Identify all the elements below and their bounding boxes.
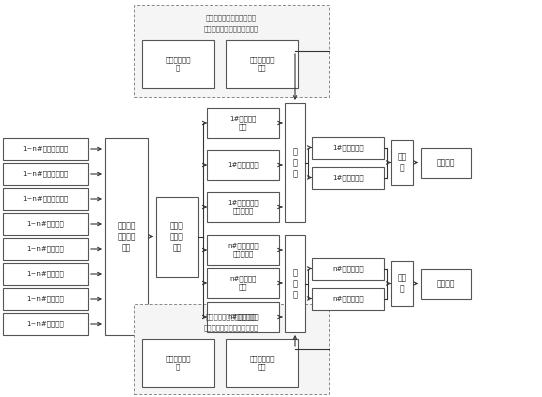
- Text: 锅炉能效
统计修正
模块: 锅炉能效 统计修正 模块: [117, 221, 136, 252]
- Text: 调节
器: 调节 器: [397, 274, 406, 293]
- Text: 1~n#主汽压力: 1~n#主汽压力: [27, 296, 64, 302]
- Text: 床温度控制模
块: 床温度控制模 块: [165, 57, 191, 71]
- Bar: [285, 103, 305, 222]
- Bar: [3, 263, 88, 285]
- Bar: [285, 235, 305, 332]
- Bar: [3, 163, 88, 185]
- Text: 1#负荷控制
模块: 1#负荷控制 模块: [229, 116, 257, 130]
- Text: 燃气锅炉为主汽温度控制模块: 燃气锅炉为主汽温度控制模块: [204, 26, 259, 32]
- Bar: [134, 5, 329, 97]
- Bar: [207, 235, 279, 265]
- Text: 执行机构: 执行机构: [437, 158, 455, 167]
- Bar: [207, 268, 279, 298]
- Text: 1~n#锅炉设计负荷: 1~n#锅炉设计负荷: [22, 171, 69, 177]
- Text: 1#燃料系统完
达控制模块: 1#燃料系统完 达控制模块: [227, 200, 259, 214]
- Bar: [421, 268, 471, 299]
- Bar: [105, 138, 148, 335]
- Text: 加
法
器: 加 法 器: [293, 147, 298, 178]
- Text: 1#燃料测量值: 1#燃料测量值: [332, 174, 364, 181]
- Text: 床温度控制模
块: 床温度控制模 块: [165, 356, 191, 370]
- Bar: [226, 40, 298, 88]
- Text: 1#基本燃料量: 1#基本燃料量: [227, 162, 259, 168]
- Text: 1~n#汽包压力: 1~n#汽包压力: [27, 321, 64, 327]
- Text: 执行机构: 执行机构: [437, 279, 455, 288]
- Text: 循环流化床为床温控制模块: 循环流化床为床温控制模块: [206, 15, 257, 21]
- Bar: [3, 213, 88, 235]
- Bar: [3, 188, 88, 210]
- Text: n#燃料系统完
达控制模块: n#燃料系统完 达控制模块: [227, 243, 259, 257]
- Bar: [207, 150, 279, 180]
- Bar: [207, 302, 279, 332]
- Bar: [3, 138, 88, 160]
- Text: n#燃料设定值: n#燃料设定值: [332, 265, 364, 272]
- Bar: [3, 238, 88, 260]
- Text: 主汽温度控制
模块: 主汽温度控制 模块: [249, 57, 275, 71]
- Bar: [156, 197, 198, 276]
- Bar: [312, 258, 384, 279]
- Bar: [391, 261, 413, 306]
- Bar: [142, 40, 214, 88]
- Bar: [312, 166, 384, 189]
- Bar: [142, 339, 214, 387]
- Text: 1~n#燃料总量: 1~n#燃料总量: [27, 221, 64, 227]
- Text: n#负荷控制
模块: n#负荷控制 模块: [229, 276, 257, 290]
- Bar: [312, 137, 384, 158]
- Text: 主汽温度控制
模块: 主汽温度控制 模块: [249, 356, 275, 370]
- Bar: [312, 287, 384, 310]
- Text: 1~n#协调优化统能: 1~n#协调优化统能: [22, 146, 69, 152]
- Bar: [421, 148, 471, 177]
- Bar: [3, 288, 88, 310]
- Bar: [3, 313, 88, 335]
- Text: 1~n#炉膛温度: 1~n#炉膛温度: [27, 271, 64, 278]
- Text: 协调优
化控制
模块: 协调优 化控制 模块: [170, 221, 184, 252]
- Bar: [391, 140, 413, 185]
- Bar: [207, 192, 279, 222]
- Text: 1~n#锅炉运行负荷: 1~n#锅炉运行负荷: [22, 196, 69, 202]
- Text: 加
法
器: 加 法 器: [293, 268, 298, 299]
- Text: 燃气锅炉为主汽温度控制模块: 燃气锅炉为主汽温度控制模块: [204, 325, 259, 331]
- Bar: [207, 108, 279, 138]
- Text: n#燃料测量值: n#燃料测量值: [332, 295, 364, 302]
- Text: n#基本燃料量: n#基本燃料量: [227, 314, 259, 320]
- Text: 循环流化床为床温控制模块: 循环流化床为床温控制模块: [206, 314, 257, 320]
- Bar: [226, 339, 298, 387]
- Bar: [134, 304, 329, 394]
- Text: 1#燃料设定值: 1#燃料设定值: [332, 144, 364, 151]
- Text: 调节
器: 调节 器: [397, 152, 406, 173]
- Text: 1~n#排烟温度: 1~n#排烟温度: [27, 246, 64, 252]
